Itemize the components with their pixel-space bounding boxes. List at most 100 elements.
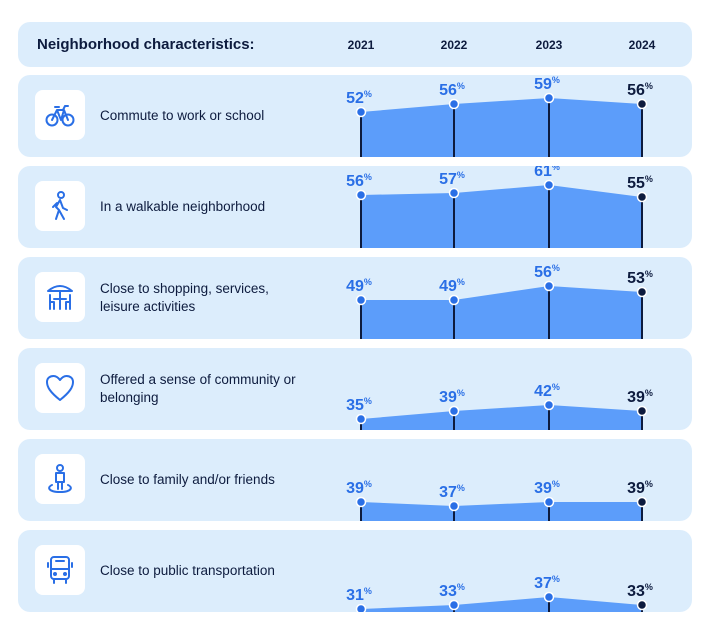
data-point <box>636 405 648 417</box>
icon-box <box>35 181 85 231</box>
data-label: 39% <box>627 388 653 406</box>
data-label-unit: % <box>364 89 372 99</box>
bus-icon <box>47 556 73 584</box>
table-header: Neighborhood characteristics: 2021 2022 … <box>18 22 692 67</box>
data-label-unit: % <box>552 263 560 273</box>
data-point <box>355 603 367 612</box>
year-2022: 2022 <box>440 38 468 52</box>
data-label-value: 56 <box>439 82 457 99</box>
data-label-value: 39 <box>439 389 457 406</box>
data-label-value: 52 <box>346 90 364 107</box>
data-label: 61% <box>534 166 560 180</box>
heart-icon <box>46 375 74 401</box>
chart-row: Offered a sense of community or belongin… <box>18 348 692 430</box>
data-label-value: 53 <box>627 270 645 287</box>
data-point <box>543 496 555 508</box>
data-label: 56% <box>534 263 560 281</box>
data-label-unit: % <box>364 172 372 182</box>
data-label-value: 49 <box>346 278 364 295</box>
data-point <box>543 591 555 603</box>
data-label: 56% <box>346 172 372 190</box>
data-label: 39% <box>346 479 372 497</box>
data-label: 49% <box>346 277 372 295</box>
data-label: 39% <box>439 388 465 406</box>
data-label: 53% <box>627 269 653 287</box>
data-label-value: 61 <box>534 166 552 180</box>
data-point <box>355 496 367 508</box>
data-label: 57% <box>439 170 465 188</box>
data-label: 33% <box>439 582 465 600</box>
data-label-value: 37 <box>439 484 457 501</box>
walking-person-icon <box>52 191 68 220</box>
data-label-unit: % <box>552 75 560 85</box>
data-label-unit: % <box>645 582 653 592</box>
icon-box <box>35 545 85 595</box>
data-point <box>448 599 460 611</box>
area-fill <box>361 286 642 339</box>
row-area-chart: 49% 49%56%53% <box>346 263 653 339</box>
data-label-unit: % <box>457 388 465 398</box>
data-label: 33% <box>627 582 653 600</box>
data-label-value: 37 <box>534 575 552 592</box>
data-label-value: 59 <box>534 76 552 93</box>
data-point <box>636 286 648 298</box>
row-label: Commute to work or school <box>100 108 265 123</box>
data-label-value: 57 <box>439 171 457 188</box>
header-title: Neighborhood characteristics: <box>37 36 255 53</box>
data-label: 55% <box>627 174 653 192</box>
data-point <box>636 98 648 110</box>
chart-row: Close to shopping, services, leisure act… <box>18 257 692 339</box>
icon-box <box>35 272 85 322</box>
data-label-value: 42 <box>534 383 552 400</box>
data-point <box>355 413 367 425</box>
year-2021: 2021 <box>347 38 375 52</box>
data-point <box>448 187 460 199</box>
data-label-unit: % <box>457 277 465 287</box>
area-fill <box>361 502 642 521</box>
data-label: 42% <box>534 382 560 400</box>
data-point <box>543 179 555 191</box>
data-label-value: 31 <box>346 587 364 604</box>
data-label-unit: % <box>645 388 653 398</box>
data-label: 59% <box>534 75 560 93</box>
year-2023: 2023 <box>535 38 563 52</box>
row-area-chart: 56% 57% 61%55% <box>346 166 653 248</box>
data-point <box>543 92 555 104</box>
row-area-chart: 39% 37% 39% 39% <box>346 479 653 521</box>
area-fill <box>361 597 642 612</box>
row-label: Offered a sense of community or belongin… <box>100 372 296 405</box>
data-label-unit: % <box>552 479 560 489</box>
data-label-value: 39 <box>534 480 552 497</box>
data-label: 31% <box>346 586 372 604</box>
year-2024: 2024 <box>628 38 656 52</box>
data-label-unit: % <box>457 81 465 91</box>
data-label-value: 56 <box>346 173 364 190</box>
data-point <box>355 294 367 306</box>
data-point <box>543 280 555 292</box>
data-label-value: 56 <box>627 82 645 99</box>
row-label: In a walkable neighborhood <box>100 199 266 214</box>
data-label: 56% <box>439 81 465 99</box>
data-label: 37% <box>534 574 560 592</box>
data-label-value: 33 <box>627 583 645 600</box>
data-label-unit: % <box>364 396 372 406</box>
data-point <box>355 106 367 118</box>
chart-row: Close to public transportation 31% 33% 37% 3… <box>18 530 692 612</box>
data-point <box>636 599 648 611</box>
row-label: Close to family and/or friends <box>100 472 275 487</box>
data-label-value: 33 <box>439 583 457 600</box>
data-label: 52% <box>346 89 372 107</box>
data-point <box>355 189 367 201</box>
data-label-value: 39 <box>627 480 645 497</box>
data-label: 49% <box>439 277 465 295</box>
data-label-unit: % <box>364 277 372 287</box>
data-label: 35% <box>346 396 372 414</box>
data-label-unit: % <box>552 166 560 172</box>
data-label-unit: % <box>457 582 465 592</box>
row-label: Close to public transportation <box>100 563 275 578</box>
data-label: 39% <box>534 479 560 497</box>
icon-box <box>35 454 85 504</box>
data-label-unit: % <box>552 382 560 392</box>
row-area-chart: 31% 33% 37%33% <box>346 574 653 612</box>
area-fill <box>361 405 642 430</box>
